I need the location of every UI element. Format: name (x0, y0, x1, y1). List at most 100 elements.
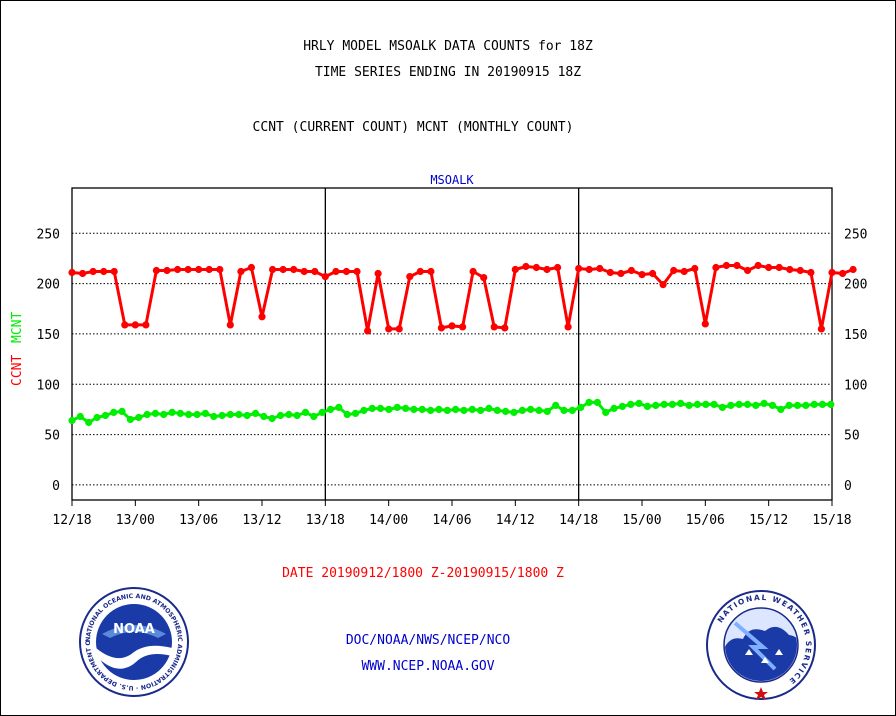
data-point-mcnt (543, 407, 551, 415)
data-point-ccnt (796, 266, 804, 275)
data-point-mcnt (693, 400, 702, 408)
y-tick-label-right: 100 (844, 378, 867, 393)
data-point-ccnt (131, 321, 139, 329)
data-point-mcnt (568, 406, 576, 414)
data-point-mcnt (393, 403, 401, 411)
data-point-ccnt (290, 265, 298, 274)
x-tick-label: 13/12 (242, 513, 281, 528)
data-point-mcnt (527, 405, 535, 413)
data-point-mcnt (602, 408, 610, 416)
data-point-ccnt (184, 265, 192, 274)
nws-logo: NATIONAL WEATHER SERVICE (706, 590, 816, 700)
data-point-ccnt (353, 267, 361, 276)
org-path-label: DOC/NOAA/NWS/NCEP/NCO (345, 633, 511, 648)
data-point-mcnt (502, 407, 510, 415)
data-point-mcnt (160, 410, 168, 419)
data-point-mcnt (510, 408, 518, 416)
data-point-ccnt (205, 265, 213, 274)
data-point-mcnt (518, 406, 526, 414)
data-point-mcnt (351, 409, 360, 417)
data-point-mcnt (318, 408, 326, 416)
data-point-mcnt (560, 406, 568, 414)
data-point-ccnt (68, 268, 76, 277)
x-tick-label: 12/18 (52, 513, 91, 528)
y-tick-label-right: 250 (844, 227, 867, 242)
data-point-mcnt (443, 406, 451, 414)
data-point-mcnt (118, 407, 126, 415)
data-point-ccnt (543, 265, 551, 274)
data-point-ccnt (216, 265, 224, 274)
data-point-mcnt (477, 406, 485, 414)
data-point-ccnt (585, 265, 593, 274)
x-tick-label: 15/18 (812, 513, 851, 528)
data-point-mcnt (210, 412, 218, 421)
data-point-ccnt (554, 263, 562, 272)
data-point-mcnt (243, 411, 251, 420)
data-point-ccnt (448, 322, 456, 330)
data-point-ccnt (522, 262, 530, 271)
data-point-ccnt (469, 267, 477, 276)
chart-subtitle: CCNT (CURRENT COUNT) MCNT (MONTHLY COUNT… (252, 120, 574, 135)
data-point-mcnt (768, 401, 777, 409)
data-point-mcnt (793, 401, 802, 409)
data-point-ccnt (247, 263, 255, 272)
x-tick-label: 14/00 (369, 513, 408, 528)
y-tick-label-left: 150 (37, 328, 60, 343)
data-point-mcnt (176, 409, 184, 417)
data-point-ccnt (300, 267, 308, 276)
data-point-ccnt (817, 325, 826, 333)
data-point-mcnt (685, 401, 693, 409)
data-point-mcnt (418, 405, 426, 413)
data-point-mcnt (402, 404, 410, 412)
x-tick-label: 14/12 (496, 513, 535, 528)
data-point-ccnt (627, 266, 636, 275)
data-point-mcnt (260, 412, 268, 421)
data-point-ccnt (722, 261, 731, 270)
data-point-ccnt (532, 263, 541, 272)
y-axis-label-ccnt: CCNT (10, 355, 25, 386)
data-point-ccnt (490, 323, 498, 331)
data-point-ccnt (638, 271, 646, 279)
data-point-ccnt (321, 273, 329, 281)
data-point-ccnt (342, 267, 350, 276)
data-point-mcnt (718, 403, 727, 411)
data-point-ccnt (269, 265, 277, 274)
data-point-mcnt (652, 401, 660, 409)
data-point-ccnt (385, 325, 393, 333)
x-tick-label: 13/00 (116, 513, 155, 528)
data-point-mcnt (368, 404, 376, 412)
data-point-ccnt (786, 265, 794, 274)
website-link[interactable]: WWW.NCEP.NOAA.GOV (361, 659, 495, 674)
data-point-ccnt (807, 268, 815, 277)
data-point-ccnt (89, 267, 97, 276)
x-tick-label: 15/00 (622, 513, 661, 528)
data-point-mcnt (235, 410, 243, 419)
data-point-ccnt (427, 267, 435, 276)
data-point-ccnt (374, 269, 382, 278)
data-point-mcnt (660, 400, 668, 408)
data-point-ccnt (712, 263, 720, 272)
date-range-label: DATE 20190912/1800 Z-20190915/1800 Z (282, 566, 564, 581)
y-tick-label-left: 0 (52, 479, 60, 494)
data-point-ccnt (680, 267, 688, 276)
data-point-mcnt (410, 405, 418, 413)
noaa-logo-center-text: NOAA (113, 622, 155, 637)
data-point-mcnt (727, 401, 735, 409)
data-point-mcnt (168, 408, 176, 416)
data-point-mcnt (310, 412, 318, 421)
data-point-ccnt (79, 269, 87, 278)
data-point-ccnt (258, 313, 266, 321)
data-point-mcnt (110, 408, 118, 416)
data-point-mcnt (668, 400, 677, 408)
data-point-mcnt (226, 410, 234, 419)
data-point-mcnt (135, 413, 143, 422)
data-point-ccnt (511, 265, 519, 274)
data-point-ccnt (459, 323, 467, 331)
data-point-ccnt (849, 265, 857, 274)
y-axis-label-mcnt: MCNT (10, 312, 25, 343)
y-tick-label-left: 100 (37, 378, 60, 393)
data-point-mcnt (201, 409, 209, 417)
data-point-mcnt (301, 408, 310, 416)
y-tick-label-left: 250 (37, 227, 60, 242)
data-point-ccnt (110, 267, 118, 276)
